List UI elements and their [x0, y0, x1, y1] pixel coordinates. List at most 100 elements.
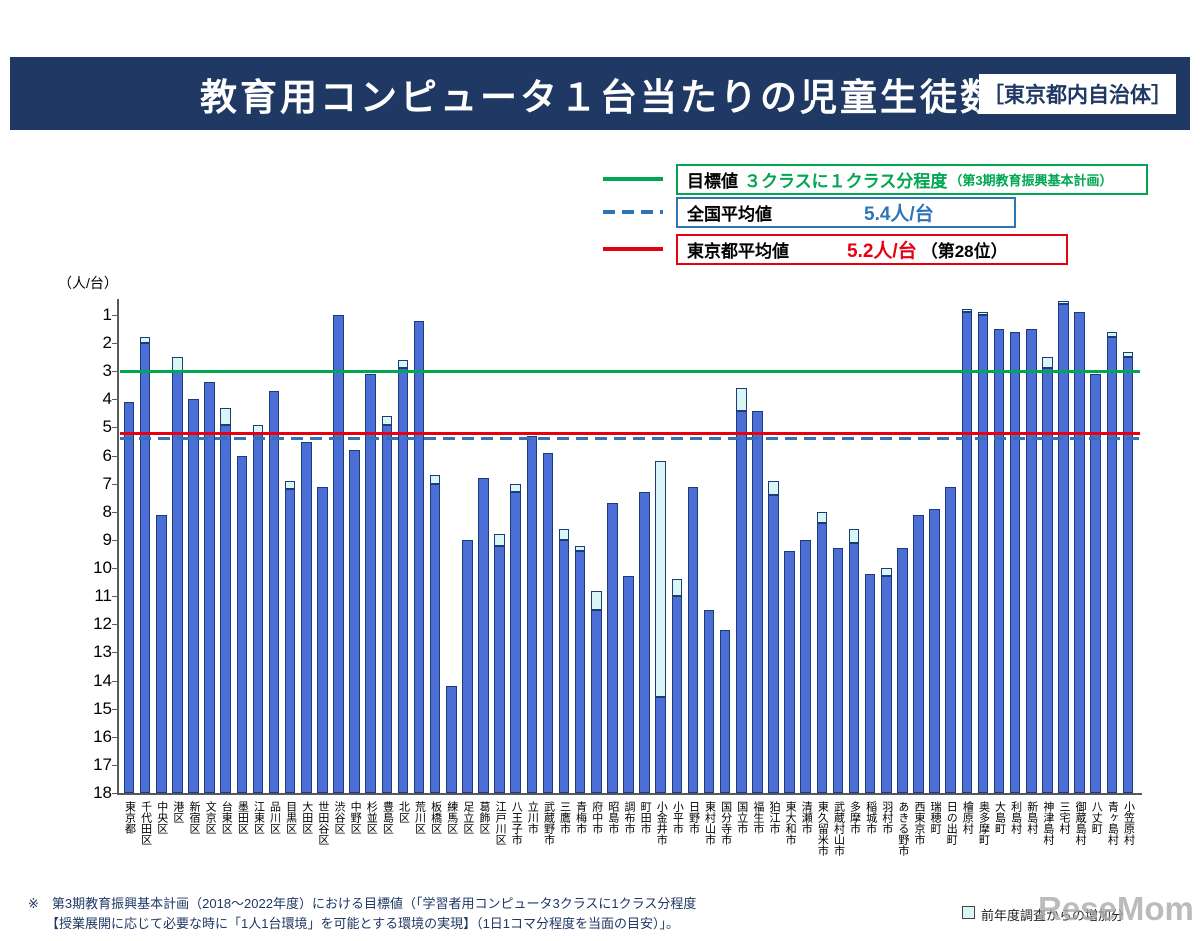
bar	[558, 539, 570, 793]
x-category-label: 町田市	[639, 801, 652, 834]
legend-target-value: ３クラスに１クラス分程度	[744, 172, 948, 191]
x-category-label: あきる野市	[896, 801, 909, 856]
x-category-label: 清瀬市	[800, 801, 813, 834]
y-tick-mark	[112, 708, 117, 710]
x-category-label: 奥多摩町	[977, 801, 990, 845]
bar	[1026, 329, 1037, 793]
y-tick-label: 14	[93, 670, 112, 690]
bar-increase-segment	[1122, 351, 1134, 358]
y-axis-unit-label: （人/台）	[58, 275, 118, 291]
bar	[800, 539, 811, 793]
x-category-label: 世田谷区	[316, 801, 329, 845]
x-category-label: 板橋区	[429, 801, 442, 834]
x-category-label: 大田区	[300, 801, 313, 834]
bar	[510, 492, 521, 793]
bar-increase-segment	[961, 309, 973, 313]
reference-line-national-average	[120, 437, 1140, 441]
y-tick-mark	[112, 455, 117, 457]
y-tick-label: 3	[102, 361, 112, 381]
bar	[961, 312, 973, 793]
bar-increase-segment	[816, 511, 828, 524]
bar-increase-segment	[768, 480, 779, 495]
bar	[252, 433, 264, 793]
bar	[397, 368, 409, 793]
bar-increase-segment	[284, 480, 296, 490]
bar	[736, 410, 747, 793]
bar	[429, 483, 441, 793]
bar	[607, 503, 618, 793]
increase-legend-swatch	[962, 906, 975, 919]
bar	[139, 343, 151, 793]
bar	[655, 697, 666, 793]
y-tick-mark	[112, 511, 117, 513]
bar-increase-segment	[381, 416, 393, 425]
x-category-label: 三宅村	[1058, 801, 1070, 834]
y-tick-mark	[112, 652, 117, 654]
x-category-label: 小金井市	[655, 801, 668, 845]
y-tick-mark	[112, 483, 117, 485]
x-category-label: 八王子市	[510, 801, 523, 845]
x-category-label: 中野区	[349, 801, 362, 834]
x-category-label: 中央区	[155, 801, 168, 834]
x-axis-line	[117, 793, 1142, 795]
x-category-label: 千代田区	[139, 801, 152, 845]
x-category-label: 八丈町	[1090, 801, 1103, 834]
x-category-label: 狛江市	[768, 801, 780, 834]
x-category-label: 国分寺市	[719, 801, 732, 845]
legend-target-label: 目標値	[687, 172, 738, 191]
x-category-label: 昭島市	[606, 801, 619, 834]
x-category-label: 羽村市	[880, 801, 893, 834]
x-category-label: 東村山市	[703, 801, 716, 845]
legend-tokyo-value: 5.2人/台	[847, 241, 917, 262]
x-category-label: 江戸川区	[494, 801, 507, 845]
legend-tokyo-label: 東京都平均値	[687, 242, 789, 261]
y-tick-mark	[112, 315, 117, 316]
x-category-label: 練馬区	[445, 801, 458, 834]
bar-increase-segment	[1058, 300, 1069, 304]
region-badge: ［東京都内自治体］	[979, 73, 1176, 114]
bar	[864, 573, 876, 793]
x-category-label: 渋谷区	[333, 801, 345, 834]
bar-increase-segment	[574, 545, 586, 552]
x-category-label: 国立市	[735, 801, 748, 834]
bar	[349, 449, 360, 793]
bar	[284, 489, 296, 793]
x-category-label: 目黒区	[284, 801, 297, 834]
x-category-label: 東久留米市	[816, 801, 829, 856]
x-category-label: 日野市	[687, 801, 700, 834]
x-category-label: 稲城市	[864, 801, 877, 834]
y-tick-mark	[112, 343, 117, 345]
x-category-label: 大島町	[993, 801, 1006, 834]
bar	[687, 486, 699, 793]
bar	[301, 441, 312, 793]
y-tick-mark	[112, 736, 117, 738]
bar-increase-segment	[655, 461, 666, 698]
x-category-label: 北区	[397, 801, 410, 823]
bar	[671, 596, 683, 793]
bar-increase-segment	[220, 407, 231, 425]
y-tick-label: 4	[102, 389, 112, 409]
x-category-label: 杉並区	[365, 801, 378, 834]
bar	[591, 610, 602, 793]
bar	[1009, 331, 1021, 793]
bar-increase-segment	[429, 475, 441, 484]
x-category-label: 御蔵島村	[1074, 801, 1087, 845]
y-tick-label: 6	[102, 445, 112, 465]
bar	[1090, 374, 1101, 793]
x-category-label: 府中市	[590, 801, 603, 834]
x-category-label: 武蔵野市	[542, 801, 555, 845]
y-tick-mark	[112, 371, 117, 373]
header-bar: 教育用コンピュータ１台当たりの児童生徒数 ［東京都内自治体］	[10, 57, 1190, 130]
y-tick-label: 15	[93, 698, 112, 718]
bar	[365, 374, 376, 793]
bar	[478, 478, 489, 793]
bar-increase-segment	[494, 534, 505, 546]
y-tick-label: 16	[93, 726, 112, 746]
y-tick-label: 13	[93, 642, 112, 662]
x-category-label: 三鷹市	[558, 801, 571, 834]
legend-tokyo-box: 東京都平均値 5.2人/台 （第28位）	[676, 234, 1068, 265]
bar	[1058, 303, 1069, 793]
bar-increase-segment	[591, 590, 602, 611]
